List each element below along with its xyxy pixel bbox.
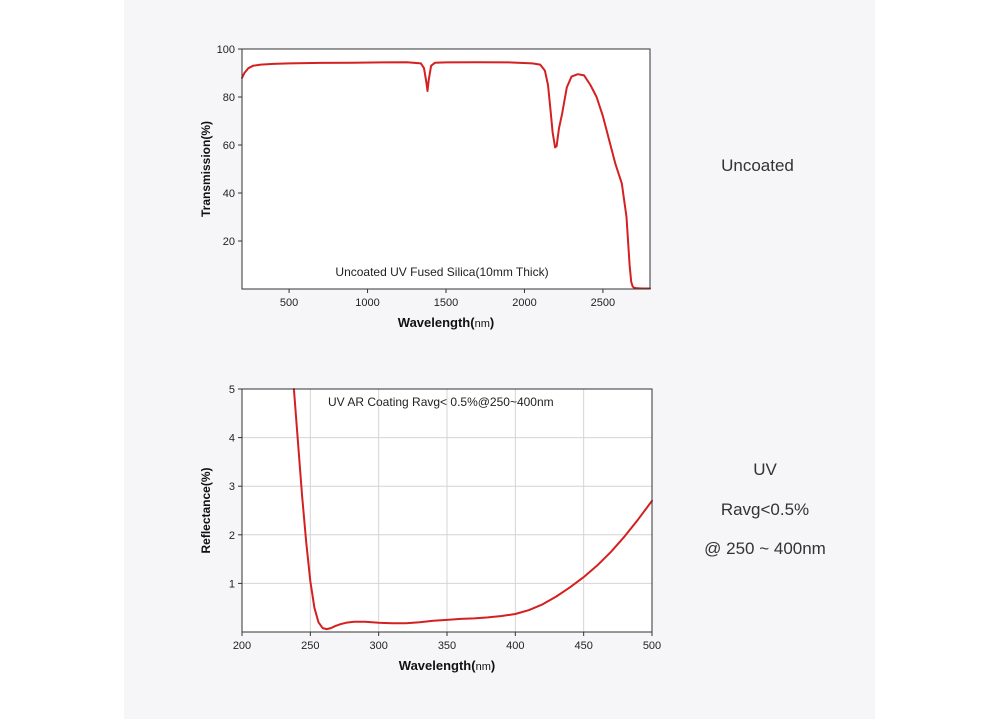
transmission-x-tick-label: 500 — [280, 297, 298, 309]
reflectance-x-tick-label: 350 — [438, 640, 456, 652]
reflectance-series-line — [292, 388, 653, 631]
reflectance-y-axis-label: Reflectance(%) — [199, 467, 213, 553]
transmission-y-axis-label: Transmission(%) — [199, 121, 213, 217]
transmission-x-tick-label: 2000 — [512, 297, 536, 309]
reflectance-plot-frame — [241, 388, 653, 633]
reflectance-y-tick-label: 5 — [229, 384, 235, 396]
transmission-x-tick-label: 1500 — [434, 297, 458, 309]
wavelength-range-label: @ 250 ~ 400nm — [704, 539, 826, 558]
transmission-y-tick-label: 20 — [223, 236, 235, 248]
transmission-x-tick-label: 2500 — [591, 297, 615, 309]
transmission-x-tick-label: 1000 — [355, 297, 379, 309]
reflectance-y-tick-label: 3 — [229, 481, 235, 493]
transmission-x-axis-label: Wavelength(nm) — [398, 315, 494, 330]
transmission-plot-area — [242, 49, 650, 289]
reflectance-x-tick-label: 400 — [506, 640, 524, 652]
reflectance-x-tick-label: 450 — [574, 640, 592, 652]
transmission-plot-frame — [241, 48, 651, 290]
reflectance-x-tick-label: 500 — [643, 640, 661, 652]
transmission-y-tick-label: 60 — [223, 140, 235, 152]
ravg-label: Ravg<0.5% — [720, 500, 810, 519]
reflectance-y-tick-label: 4 — [229, 433, 235, 445]
reflectance-x-tick-label: 250 — [301, 640, 319, 652]
reflectance-x-tick-label: 300 — [369, 640, 387, 652]
uv-label: UV — [753, 460, 777, 479]
transmission-series-line — [241, 61, 651, 290]
transmission-y-tick-label: 80 — [223, 92, 235, 104]
reflectance-y-tick-label: 2 — [229, 530, 235, 542]
transmission-chart-title: Uncoated UV Fused Silica(10mm Thick) — [335, 265, 548, 279]
reflectance-chart-title: UV AR Coating Ravg< 0.5%@250~400nm — [328, 395, 554, 409]
transmission-y-tick-label: 40 — [223, 188, 235, 200]
reflectance-x-axis-label: Wavelength(nm) — [399, 658, 495, 673]
reflectance-y-tick-label: 1 — [229, 578, 235, 590]
transmission-y-tick-label: 100 — [217, 44, 235, 56]
uncoated-label: Uncoated — [721, 156, 794, 175]
reflectance-x-tick-label: 200 — [233, 640, 251, 652]
